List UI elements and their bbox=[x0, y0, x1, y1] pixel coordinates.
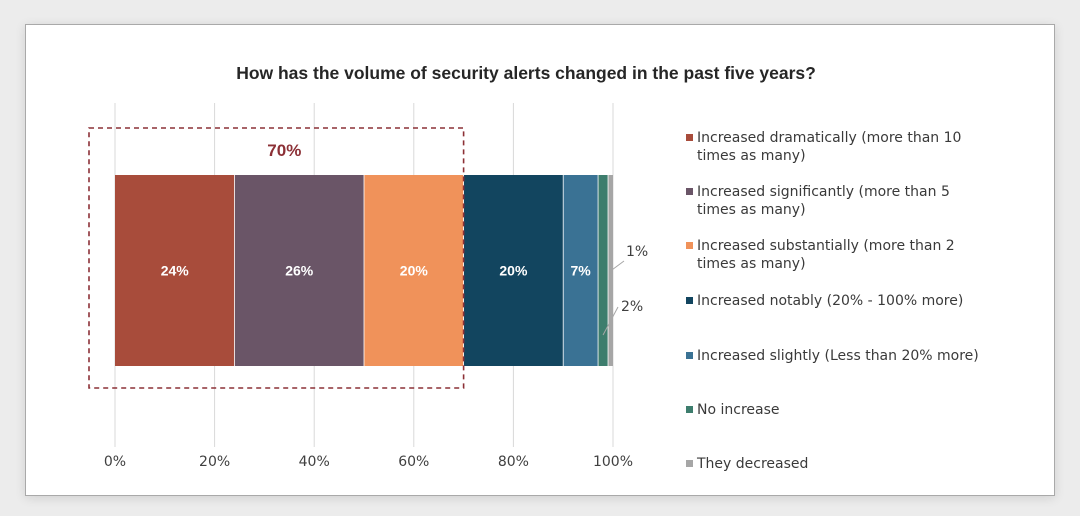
legend-label: Increased slightly (Less than 20% more) bbox=[697, 348, 979, 364]
x-tick-label: 80% bbox=[498, 454, 529, 470]
bar-segment bbox=[234, 175, 364, 366]
bar-segment bbox=[598, 175, 609, 366]
legend-item: Increased slightly (Less than 20% more) bbox=[686, 347, 986, 365]
legend-label: No increase bbox=[697, 402, 780, 418]
legend-label: Increased dramatically (more than 10 tim… bbox=[697, 130, 962, 164]
legend-label: Increased notably (20% - 100% more) bbox=[697, 293, 964, 309]
data-label: 20% bbox=[400, 263, 429, 279]
legend-item: They decreased bbox=[686, 455, 986, 473]
callout-label: 1% bbox=[626, 244, 648, 260]
legend-swatch bbox=[686, 188, 693, 195]
legend-label: Increased substantially (more than 2 tim… bbox=[697, 238, 955, 272]
legend-label: Increased significantly (more than 5 tim… bbox=[697, 184, 950, 218]
chart-panel: How has the volume of security alerts ch… bbox=[25, 24, 1055, 496]
callout-line bbox=[602, 306, 619, 336]
bar-segment bbox=[563, 175, 599, 366]
data-label: 24% bbox=[161, 263, 190, 279]
x-tick-label: 100% bbox=[593, 454, 633, 470]
data-label: 20% bbox=[499, 263, 528, 279]
legend-item: Increased substantially (more than 2 tim… bbox=[686, 237, 986, 273]
bar-segment bbox=[364, 175, 464, 366]
highlight-box bbox=[88, 127, 465, 389]
x-tick-label: 0% bbox=[104, 454, 126, 470]
legend-swatch bbox=[686, 134, 693, 141]
chart-plot: 0% 20% 40% 60% 80% 100% 24% 26% 20% 20% 7% 1% 2% 70% bbox=[88, 103, 648, 470]
data-label: 26% bbox=[285, 263, 314, 279]
legend-item: Increased significantly (more than 5 tim… bbox=[686, 183, 986, 219]
legend-swatch bbox=[686, 297, 693, 304]
bar-segment bbox=[115, 175, 235, 366]
data-label: 7% bbox=[571, 263, 592, 279]
x-tick-label: 60% bbox=[398, 454, 429, 470]
legend-item: No increase bbox=[686, 401, 986, 419]
legend-label: They decreased bbox=[697, 456, 809, 472]
chart-title: How has the volume of security alerts ch… bbox=[236, 63, 816, 83]
legend-swatch bbox=[686, 242, 693, 249]
x-tick-label: 40% bbox=[299, 454, 330, 470]
callout-label: 2% bbox=[621, 299, 643, 315]
x-tick-label: 20% bbox=[199, 454, 230, 470]
legend-swatch bbox=[686, 460, 693, 467]
legend-swatch bbox=[686, 352, 693, 359]
bar-segment bbox=[463, 175, 564, 366]
highlight-label: 70% bbox=[267, 141, 301, 160]
legend-item: Increased notably (20% - 100% more) bbox=[686, 292, 986, 310]
legend-swatch bbox=[686, 406, 693, 413]
legend-item: Increased dramatically (more than 10 tim… bbox=[686, 129, 986, 165]
callout-line bbox=[610, 260, 625, 272]
